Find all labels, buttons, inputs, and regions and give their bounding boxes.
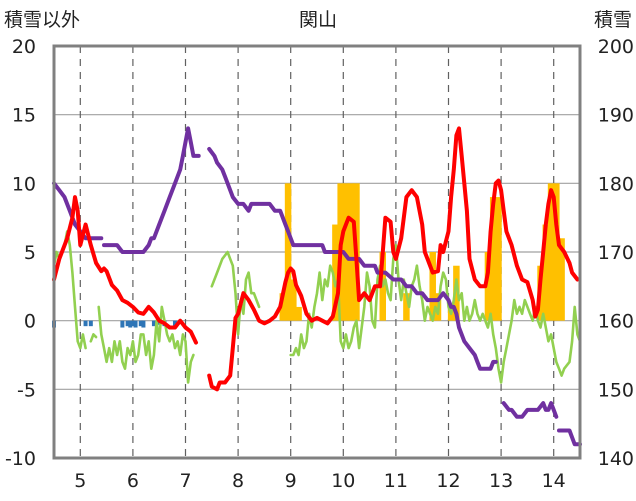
- green-series-line: [210, 250, 261, 336]
- red-series-line: [52, 195, 198, 345]
- left-tick-label: -5: [17, 379, 36, 401]
- green-series-line: [52, 230, 87, 350]
- right-tick-label: 180: [598, 173, 634, 195]
- blue-bar: [120, 320, 125, 328]
- left-axis-label: 積雪以外: [4, 9, 80, 31]
- green-series-line: [89, 333, 98, 343]
- orange-bar: [332, 224, 339, 321]
- orange-bar: [295, 306, 302, 321]
- x-tick-label: 10: [331, 470, 355, 492]
- blue-bar: [138, 320, 143, 327]
- orange-bar: [279, 293, 287, 321]
- orange-bar: [453, 265, 460, 321]
- blue-bar: [133, 320, 138, 328]
- red-series-line: [207, 126, 580, 392]
- orange-bar: [347, 183, 355, 321]
- purple-series-line: [501, 401, 559, 419]
- blue-bar: [141, 320, 146, 328]
- x-ticks: 5 6 7 8 9 10 11 12 13 14: [74, 470, 566, 492]
- x-tick-label: 11: [384, 470, 408, 492]
- chart-title: 関山: [299, 9, 337, 31]
- right-ticks: 140 150 160 170 180 190 200: [598, 36, 634, 470]
- blue-bar: [83, 320, 88, 327]
- right-tick-label: 190: [598, 105, 634, 127]
- blue-bar: [128, 320, 133, 328]
- orange-bar: [403, 293, 410, 321]
- green-series-line: [97, 305, 195, 384]
- plot-frame: [52, 44, 582, 460]
- x-tick-label: 12: [436, 470, 460, 492]
- orange-bar: [553, 183, 560, 321]
- purple-series-line: [557, 428, 582, 447]
- right-tick-label: 140: [598, 448, 634, 470]
- x-tick-label: 8: [232, 470, 244, 492]
- left-tick-label: 20: [12, 36, 36, 58]
- right-tick-label: 170: [598, 242, 634, 264]
- x-tick-label: 13: [489, 470, 513, 492]
- right-tick-label: 160: [598, 311, 634, 333]
- purple-series-line: [102, 126, 201, 254]
- orange-bar: [542, 224, 550, 321]
- x-tick-label: 7: [179, 470, 191, 492]
- blue-bar: [88, 320, 93, 327]
- orange-bar: [547, 183, 555, 321]
- right-tick-label: 200: [598, 36, 634, 58]
- left-tick-label: 5: [24, 242, 36, 264]
- left-tick-label: 10: [12, 173, 36, 195]
- left-tick-label: -10: [5, 448, 36, 470]
- blue-bar: [151, 320, 156, 327]
- x-tick-label: 5: [74, 470, 86, 492]
- blue-bar: [172, 320, 177, 328]
- orange-bar: [429, 252, 436, 321]
- left-tick-label: 15: [12, 105, 36, 127]
- orange-bar: [495, 197, 502, 321]
- orange-bar: [290, 279, 297, 321]
- x-tick-label: 6: [127, 470, 139, 492]
- orange-bar: [558, 238, 565, 321]
- x-tick-label: 14: [542, 470, 566, 492]
- orange-bar: [489, 197, 497, 321]
- right-axis-label: 積雪: [594, 9, 632, 31]
- purple-series-line: [207, 147, 498, 371]
- blue-bar: [130, 320, 135, 327]
- orange-bar: [284, 183, 292, 321]
- left-ticks: -10 -5 0 5 10 15 20: [5, 36, 36, 470]
- blue-bar: [125, 320, 130, 327]
- orange-bar: [484, 252, 492, 321]
- x-tick-label: 9: [285, 470, 297, 492]
- lines-layer: [52, 126, 582, 447]
- left-tick-label: 0: [24, 311, 36, 333]
- right-tick-label: 150: [598, 379, 634, 401]
- orange-bar: [342, 183, 350, 321]
